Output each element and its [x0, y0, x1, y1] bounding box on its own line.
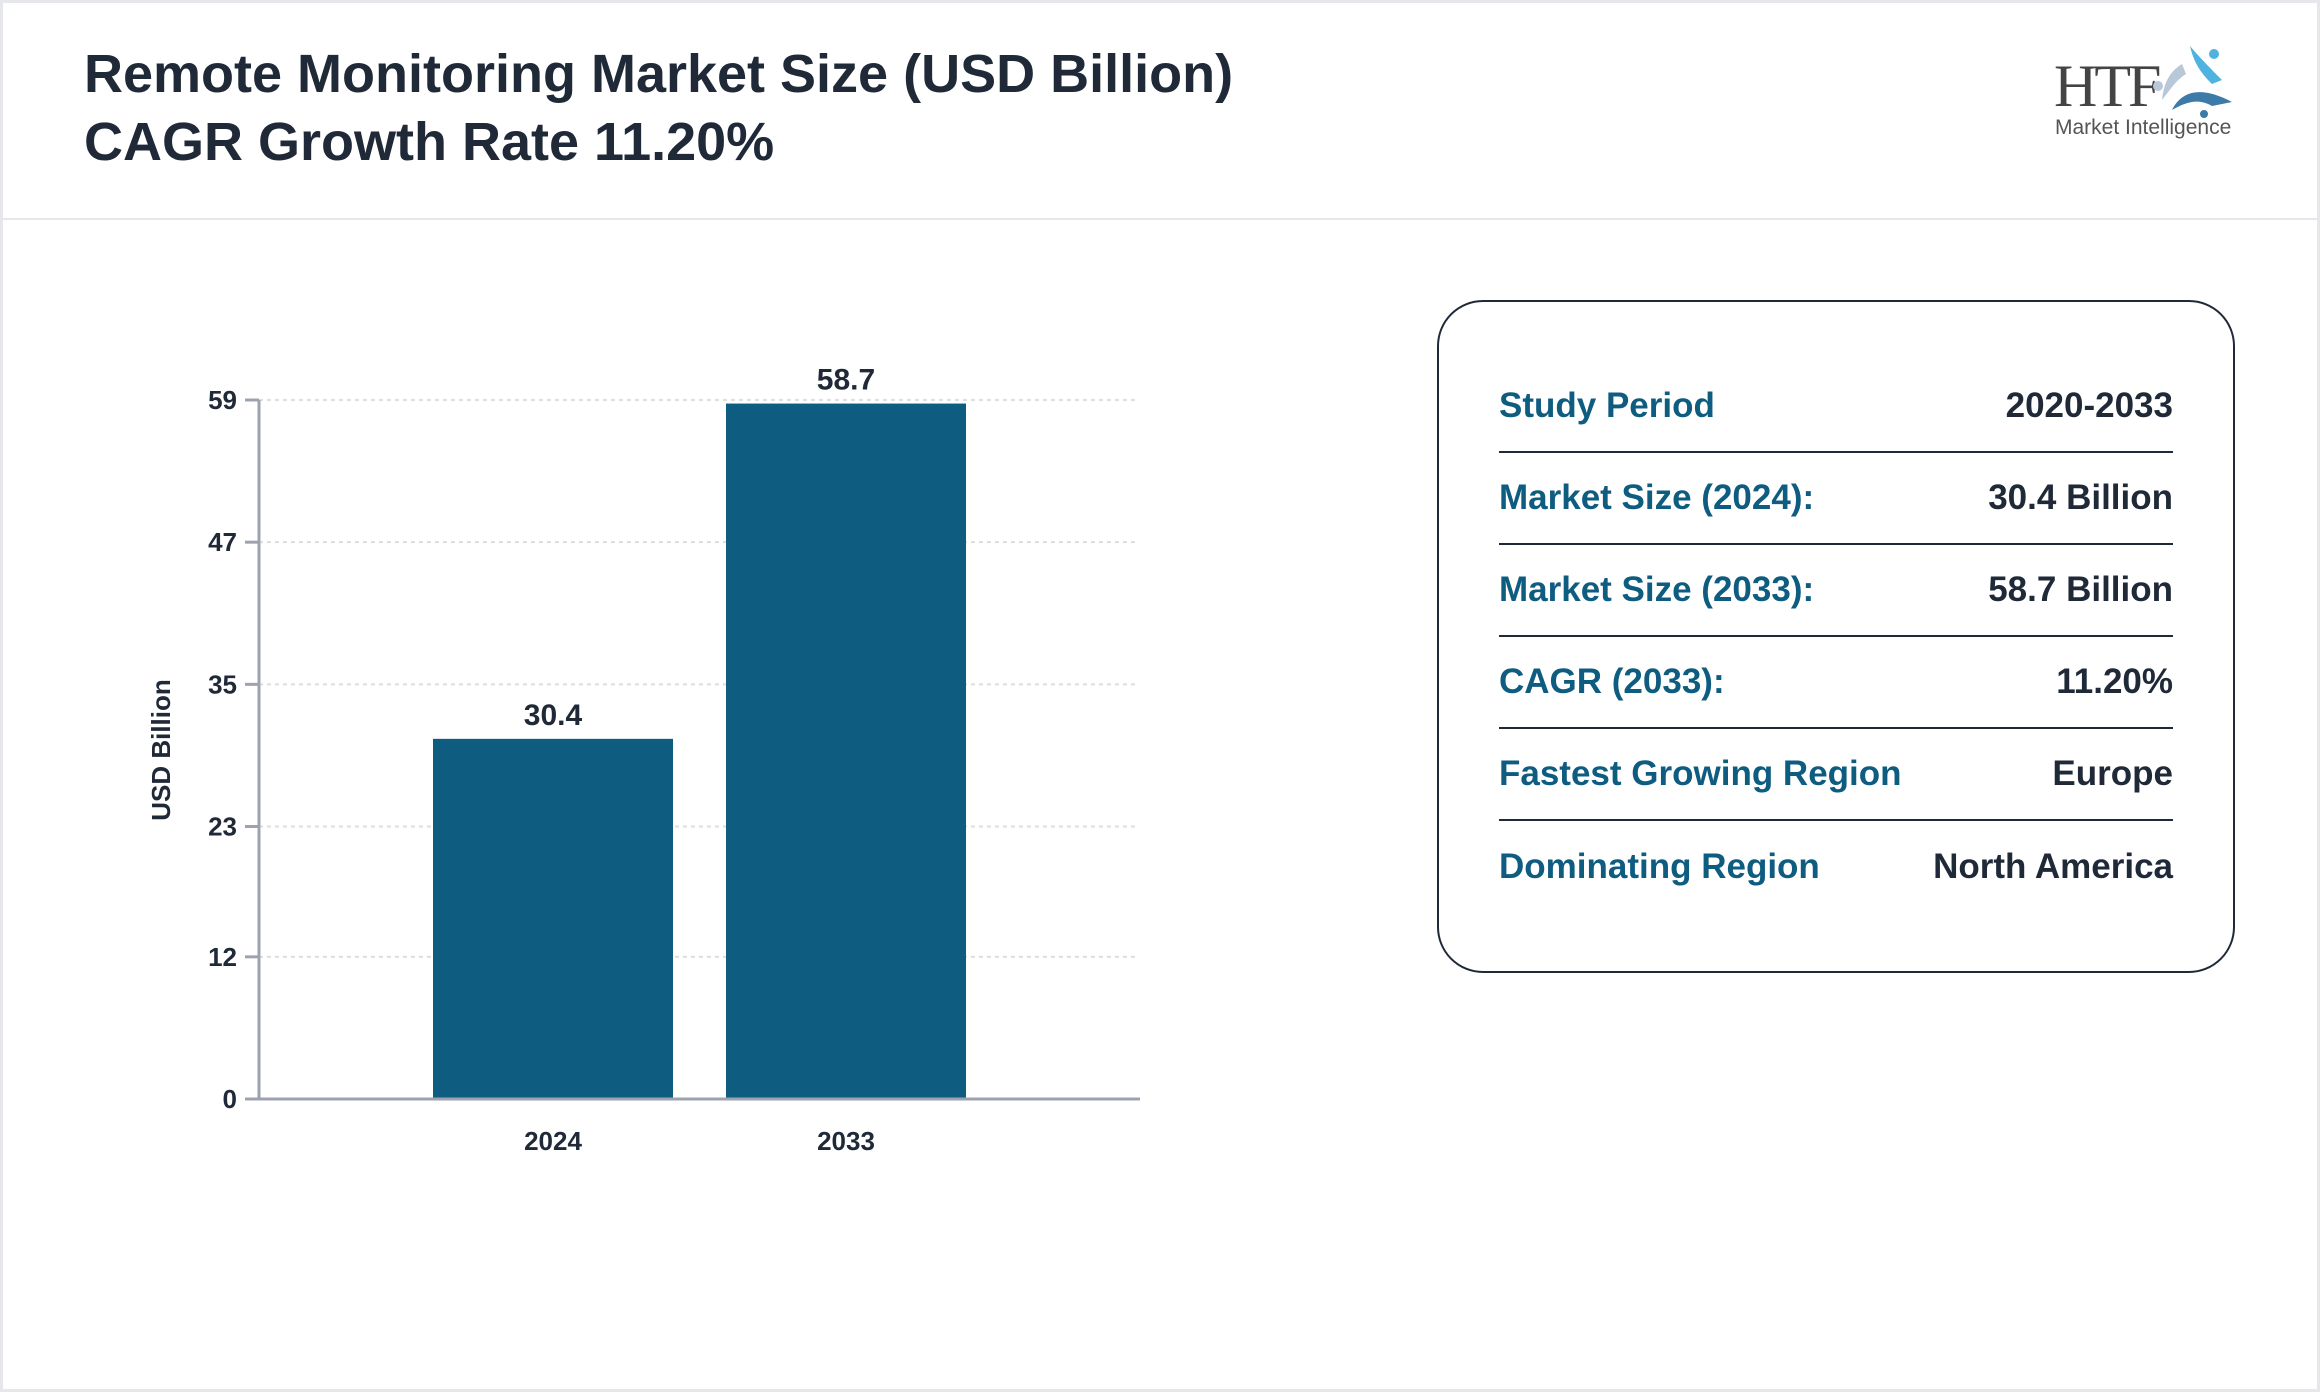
summary-label: CAGR (2033):: [1499, 662, 1725, 701]
summary-row: Market Size (2024): 30.4 Billion: [1499, 453, 2173, 545]
summary-label: Study Period: [1499, 386, 1715, 425]
summary-row: Fastest Growing Region Europe: [1499, 729, 2173, 821]
logo-text: HTF: [2054, 53, 2161, 119]
data-label: 30.4: [524, 699, 583, 732]
summary-card: Study Period 2020-2033 Market Size (2024):…: [1437, 300, 2235, 973]
title-line-1: Remote Monitoring Market Size (USD Billi…: [84, 44, 1234, 104]
y-tick-label: 12: [208, 942, 237, 972]
y-tick-label: 59: [208, 385, 237, 415]
bar-2024: [433, 738, 673, 1099]
summary-row: CAGR (2033): 11.20%: [1499, 637, 2173, 729]
x-tick-label: 2024: [524, 1126, 582, 1156]
x-tick-label: 2033: [817, 1126, 875, 1156]
logo-figures-icon: [2153, 46, 2232, 118]
summary-value: Europe: [2052, 754, 2173, 793]
summary-value: 58.7 Billion: [1988, 570, 2173, 609]
y-tick-label: 35: [208, 669, 237, 699]
y-axis-label: USD Billion: [146, 679, 176, 821]
summary-value: 30.4 Billion: [1988, 478, 2173, 517]
summary-label: Dominating Region: [1499, 847, 1820, 886]
y-tick-label: 23: [208, 812, 237, 842]
summary-label: Market Size (2033):: [1499, 570, 1815, 609]
bar-2033: [726, 403, 966, 1100]
title-line-2: CAGR Growth Rate 11.20%: [84, 112, 775, 172]
data-label: 58.7: [817, 364, 875, 397]
bar-chart: USD Billion 30.4 58.7 0 12 23 35 47 59 2024 2033: [146, 364, 1140, 1156]
summary-label: Fastest Growing Region: [1499, 754, 1902, 793]
summary-label: Market Size (2024):: [1499, 478, 1815, 517]
summary-row: Market Size (2033): 58.7 Billion: [1499, 545, 2173, 637]
summary-row: Study Period 2020-2033: [1499, 361, 2173, 453]
y-tick-label: 47: [208, 527, 237, 557]
summary-value: 11.20%: [2056, 662, 2173, 701]
summary-value: North America: [1933, 847, 2173, 886]
summary-row: Dominating Region North America: [1499, 821, 2173, 913]
summary-value: 2020-2033: [2005, 386, 2173, 425]
logo-subtext: Market Intelligence: [2055, 116, 2232, 139]
htf-logo: HTF Market Intelligence: [2050, 40, 2240, 145]
y-tick-label: 0: [223, 1084, 237, 1114]
header-divider: [3, 218, 2317, 220]
page-title: Remote Monitoring Market Size (USD Billi…: [84, 40, 1233, 176]
